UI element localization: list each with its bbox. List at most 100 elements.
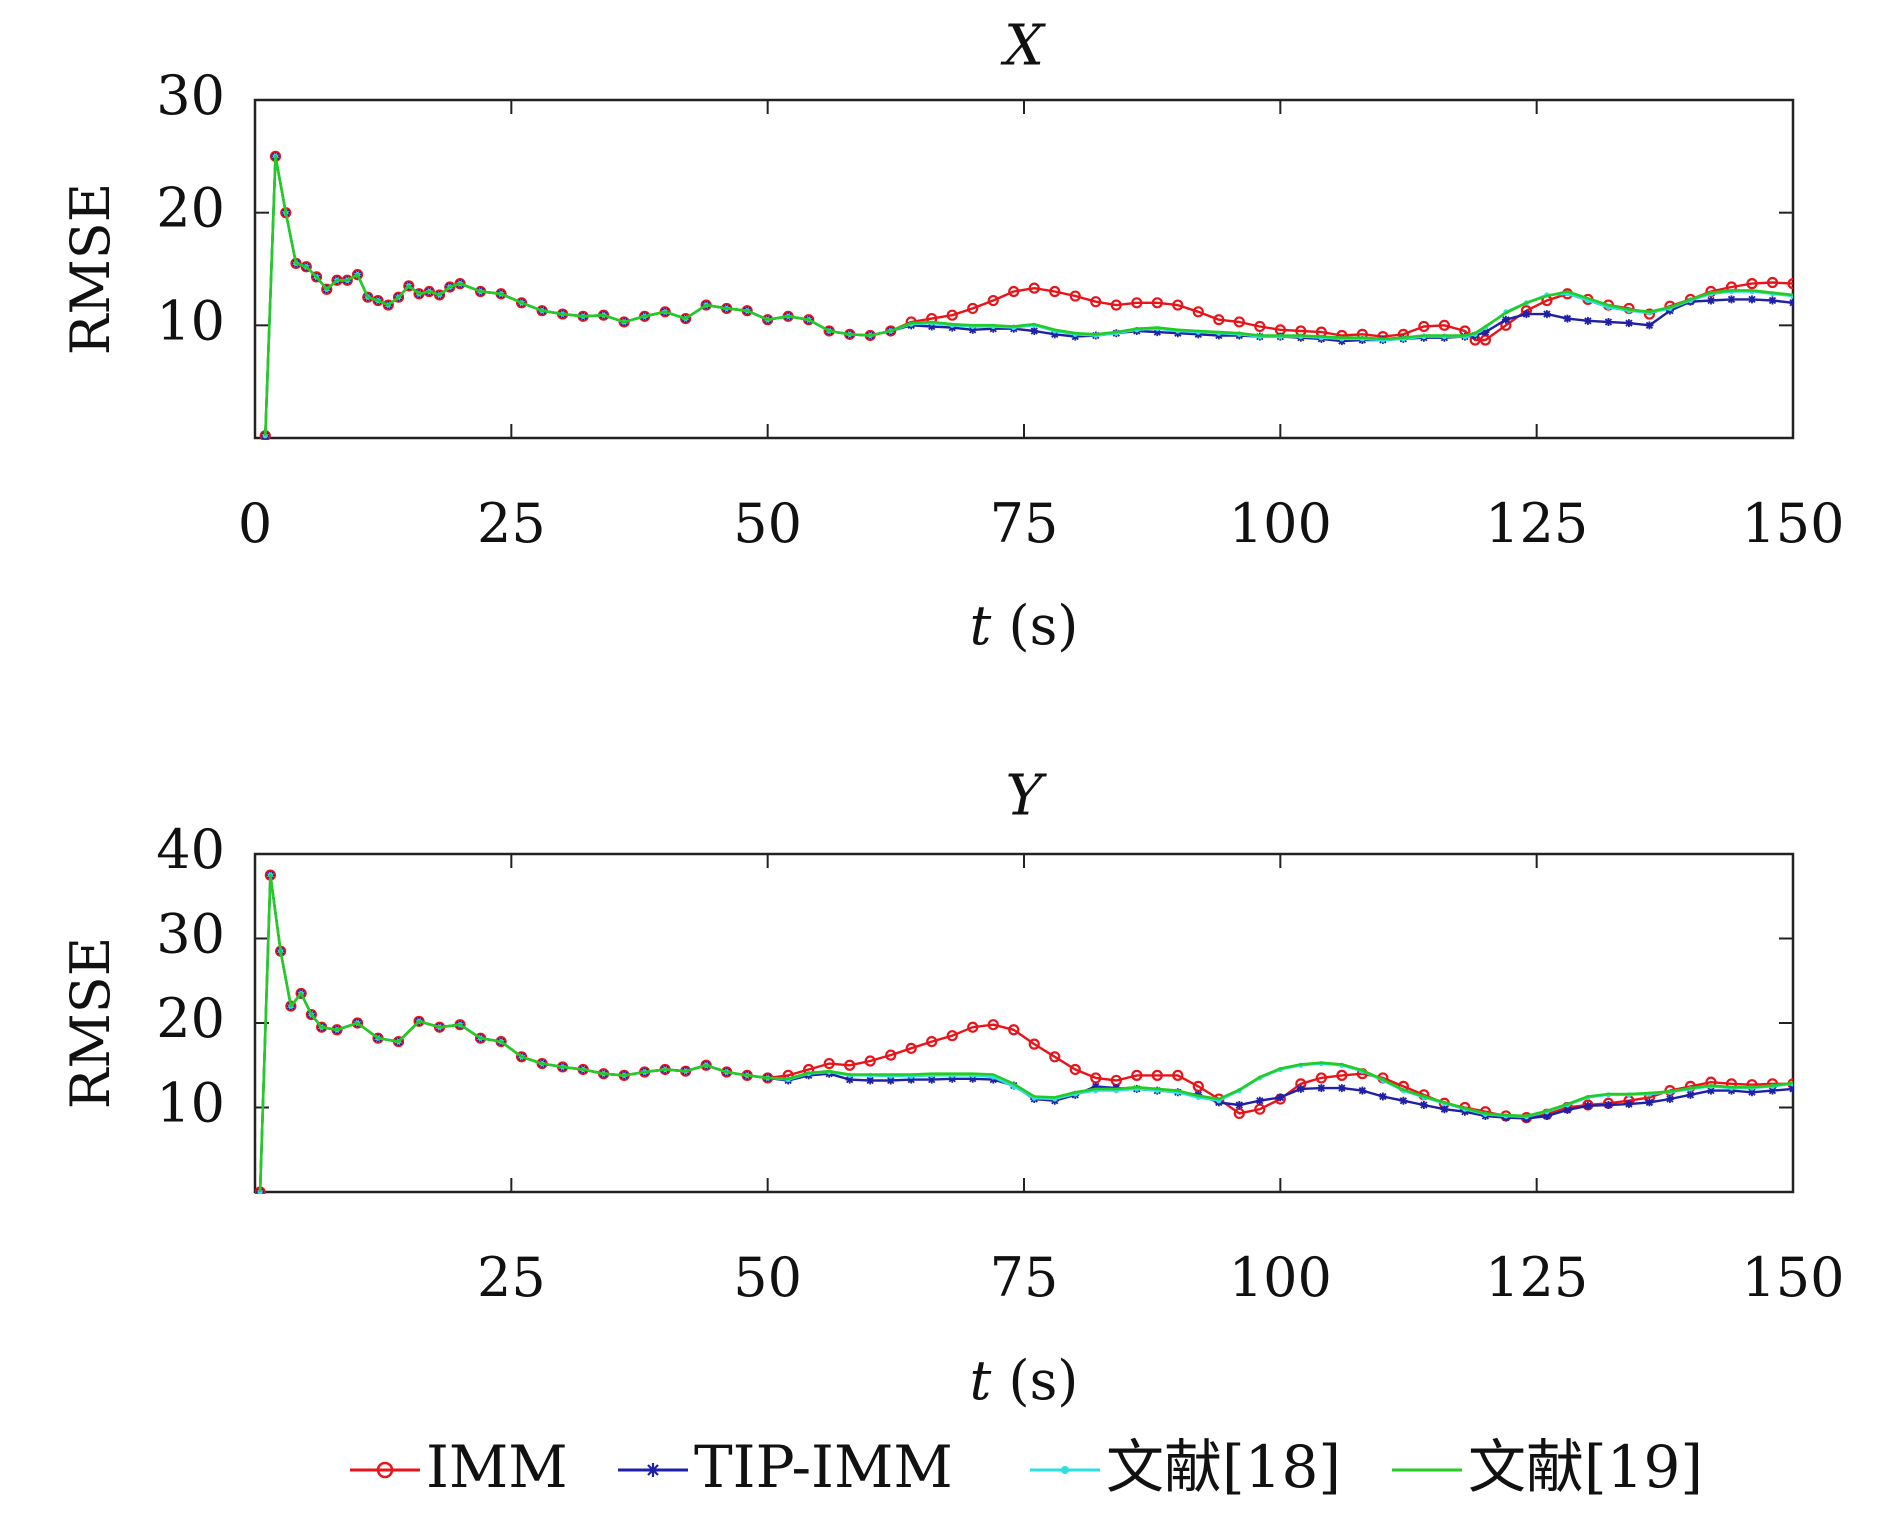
x-xlabel-var: t (970, 594, 992, 657)
x-point (1501, 315, 1510, 324)
y-axes-frame (253, 852, 1795, 1194)
y-series-TIP-IMM (256, 871, 1793, 1194)
x-point (1643, 308, 1656, 320)
y-point (1008, 1024, 1020, 1036)
y-series-line (258, 873, 1793, 1193)
y-point (905, 1042, 917, 1054)
x-point (1050, 330, 1059, 339)
x-point (351, 269, 364, 281)
y-xtick-label: 150 (1741, 1246, 1844, 1309)
y-series-line (258, 873, 1793, 1193)
x-point (1233, 316, 1245, 328)
y-point (1563, 1106, 1572, 1115)
x-point (1254, 320, 1266, 333)
y-point (295, 987, 307, 1000)
x-point (968, 325, 977, 334)
y-point (927, 1075, 936, 1084)
y-rmse-plot: Y 25 50 75 100 125 150 10 20 30 40 RMSE t (s) (59, 764, 1845, 1413)
x-point (444, 281, 456, 293)
y-point (1069, 1063, 1081, 1076)
y-point (1583, 1101, 1592, 1110)
x-point (433, 289, 446, 301)
x-xtick-label: 50 (733, 492, 802, 555)
y-point (1276, 1093, 1285, 1102)
x-point (1583, 316, 1592, 325)
x-point (1153, 328, 1162, 337)
x-point (362, 291, 374, 303)
legend-label: 文献[19] (1468, 1433, 1703, 1501)
y-point (1315, 1072, 1327, 1084)
y-point (1151, 1069, 1163, 1081)
y-point (1686, 1090, 1695, 1099)
x-axes-frame (253, 98, 1795, 440)
x-xtick-label: 0 (238, 492, 272, 555)
x-xlabel: t (s) (970, 594, 1079, 657)
x-series-line (264, 155, 1793, 436)
legend: IMM TIP-IMM 文献[18] 文献[19] (350, 1433, 1703, 1501)
x-point (1438, 319, 1450, 331)
legend-star-icon (646, 1463, 660, 1477)
x-point (454, 278, 466, 290)
x-point (1787, 278, 1793, 290)
x-point (310, 271, 323, 283)
y-series-line (258, 873, 1793, 1193)
x-point (927, 322, 936, 331)
x-point (1768, 296, 1777, 305)
y-point (1440, 1105, 1449, 1114)
y-point (1337, 1084, 1346, 1093)
x-point (300, 261, 312, 273)
x-point (1008, 285, 1020, 298)
y-point (886, 1076, 895, 1085)
y-point (967, 1021, 979, 1033)
y-point (845, 1075, 854, 1084)
x-point (680, 312, 692, 325)
y-point (1747, 1088, 1756, 1097)
x-point (392, 291, 405, 303)
x-point (1645, 321, 1654, 330)
y-point (515, 1051, 528, 1063)
x-point (1706, 296, 1715, 305)
x-point (1192, 306, 1204, 318)
y-point (351, 1017, 364, 1029)
x-point (1172, 299, 1184, 311)
y-xtick-label: 50 (733, 1246, 802, 1309)
y-point (844, 1059, 856, 1071)
x-xtick-label: 25 (477, 492, 546, 555)
x-point (1418, 320, 1430, 333)
y-xlabel-var: t (970, 1349, 992, 1412)
x-point (1746, 278, 1758, 290)
y-point (1336, 1069, 1348, 1081)
x-point (515, 297, 528, 309)
x-point (1151, 297, 1163, 309)
y-xlabel-unit: (s) (991, 1349, 1078, 1412)
y-point (1049, 1051, 1061, 1063)
y-xtick-label: 75 (990, 1246, 1059, 1309)
y-plot-title: Y (1006, 764, 1048, 829)
x-point (1090, 296, 1102, 308)
x-ytick-label: 30 (156, 64, 225, 127)
y-xtick-label: 125 (1485, 1246, 1588, 1309)
y-point (1542, 1111, 1551, 1120)
y-point (1358, 1086, 1367, 1095)
x-point (1604, 317, 1613, 326)
x-point (1069, 290, 1081, 302)
x-point (1049, 285, 1061, 298)
x-point (1542, 310, 1551, 319)
y-ytick-label: 20 (156, 987, 225, 1050)
x-xtick-label: 150 (1741, 492, 1844, 555)
y-point (1645, 1098, 1654, 1107)
x-point (946, 309, 958, 321)
y-point (946, 1030, 958, 1042)
x-xtick-label: 75 (990, 492, 1059, 555)
x-ytick-label: 20 (156, 177, 225, 240)
y-xtick-label: 25 (477, 1246, 546, 1309)
y-point (1604, 1100, 1613, 1109)
x-xtick-label: 125 (1485, 492, 1588, 555)
legend-label: 文献[18] (1106, 1433, 1341, 1501)
y-point (1378, 1092, 1387, 1101)
y-point (305, 1008, 317, 1021)
x-series-文献[19] (264, 155, 1793, 436)
legend-label: TIP-IMM (694, 1433, 953, 1501)
y-series-line (258, 873, 1793, 1193)
y-series-文献[19] (258, 873, 1793, 1193)
